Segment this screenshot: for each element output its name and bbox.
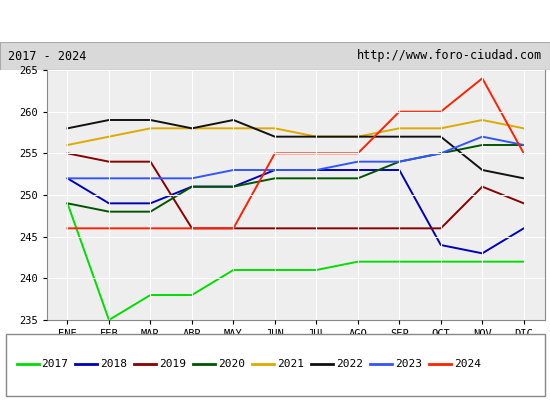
Text: 2024: 2024: [454, 359, 481, 369]
Text: 2022: 2022: [336, 359, 363, 369]
Text: 2019: 2019: [159, 359, 186, 369]
FancyBboxPatch shape: [6, 334, 544, 396]
FancyBboxPatch shape: [0, 42, 550, 70]
Text: 2018: 2018: [100, 359, 127, 369]
Text: 2017: 2017: [41, 359, 68, 369]
Text: 2021: 2021: [277, 359, 304, 369]
Text: http://www.foro-ciudad.com: http://www.foro-ciudad.com: [356, 50, 542, 62]
Text: 2020: 2020: [218, 359, 245, 369]
Text: Evolucion num de emigrantes en Val de San Lorenzo: Evolucion num de emigrantes en Val de Sa…: [60, 14, 490, 28]
Text: 2017 - 2024: 2017 - 2024: [8, 50, 87, 62]
Text: 2023: 2023: [395, 359, 422, 369]
